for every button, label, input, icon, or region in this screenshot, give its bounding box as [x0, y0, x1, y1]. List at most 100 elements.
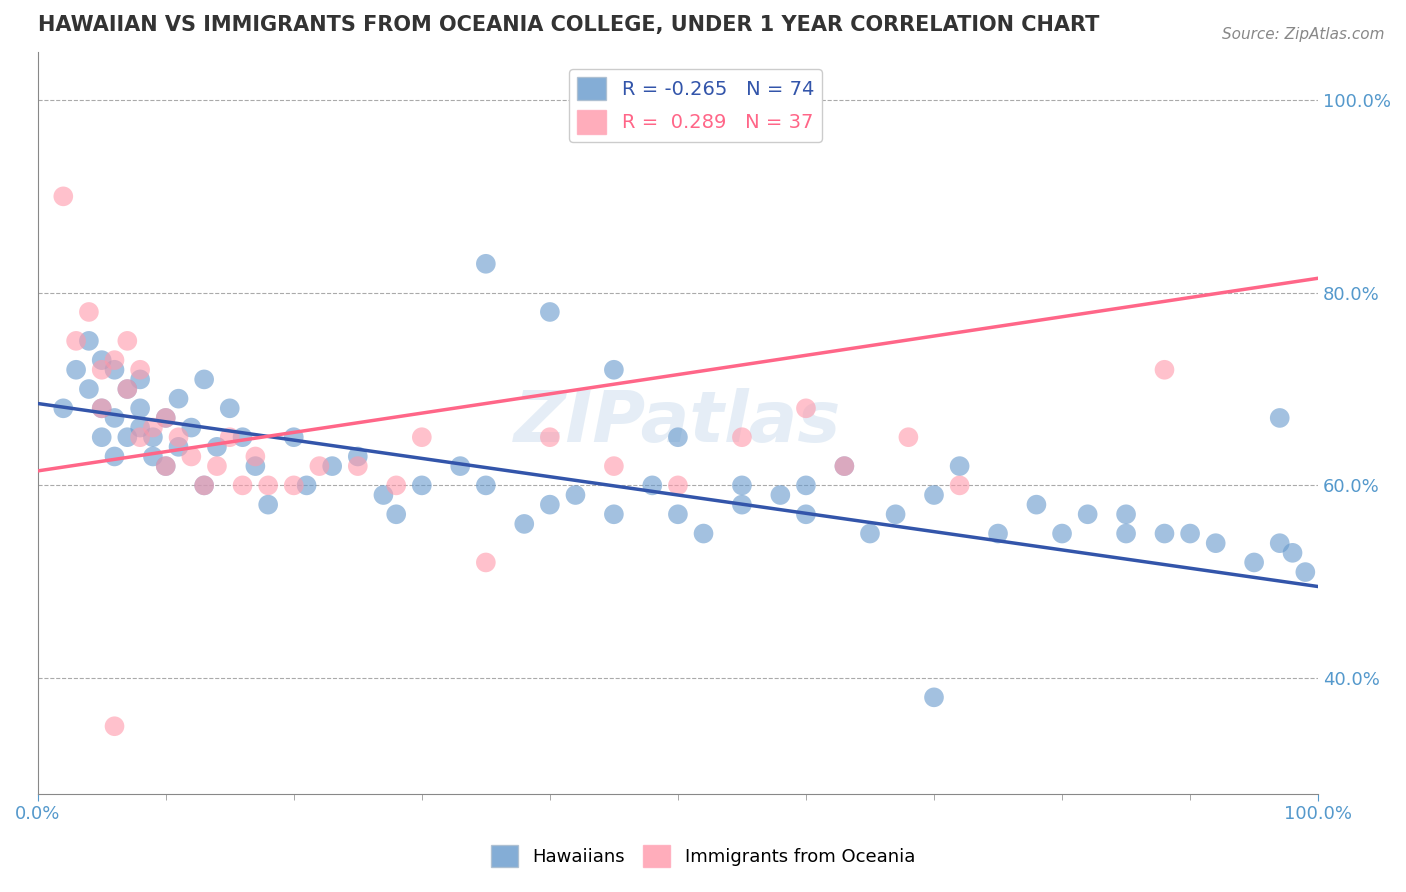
Point — [475, 556, 498, 570]
Text: ZIPatlas: ZIPatlas — [515, 388, 842, 458]
Point — [90, 401, 112, 416]
Point — [1025, 498, 1047, 512]
Point — [538, 305, 561, 319]
Point — [987, 526, 1010, 541]
Point — [155, 411, 177, 425]
Point — [834, 459, 856, 474]
Point — [90, 401, 112, 416]
Point — [295, 478, 318, 492]
Text: HAWAIIAN VS IMMIGRANTS FROM OCEANIA COLLEGE, UNDER 1 YEAR CORRELATION CHART: HAWAIIAN VS IMMIGRANTS FROM OCEANIA COLL… — [38, 15, 1099, 35]
Point — [603, 363, 626, 377]
Point — [142, 430, 165, 444]
Point — [794, 508, 817, 522]
Point — [1178, 526, 1201, 541]
Point — [167, 440, 190, 454]
Point — [373, 488, 395, 502]
Point — [449, 459, 471, 474]
Point — [167, 392, 190, 406]
Point — [193, 478, 215, 492]
Point — [1205, 536, 1227, 550]
Point — [794, 401, 817, 416]
Point — [257, 478, 280, 492]
Point — [77, 382, 100, 396]
Point — [346, 450, 368, 464]
Point — [949, 459, 972, 474]
Point — [385, 478, 408, 492]
Point — [603, 508, 626, 522]
Point — [897, 430, 920, 444]
Point — [411, 430, 433, 444]
Point — [731, 498, 754, 512]
Point — [564, 488, 586, 502]
Point — [90, 363, 112, 377]
Point — [52, 189, 75, 203]
Point — [65, 363, 87, 377]
Point — [603, 459, 626, 474]
Point — [155, 411, 177, 425]
Point — [77, 305, 100, 319]
Point — [538, 498, 561, 512]
Point — [794, 478, 817, 492]
Point — [90, 430, 112, 444]
Point — [180, 420, 202, 434]
Point — [666, 478, 689, 492]
Point — [1115, 526, 1137, 541]
Point — [666, 508, 689, 522]
Point — [884, 508, 907, 522]
Point — [103, 363, 125, 377]
Point — [117, 382, 139, 396]
Point — [245, 459, 267, 474]
Point — [129, 363, 152, 377]
Point — [1268, 411, 1291, 425]
Point — [218, 430, 240, 444]
Point — [321, 459, 343, 474]
Point — [346, 459, 368, 474]
Point — [117, 382, 139, 396]
Point — [90, 353, 112, 368]
Point — [692, 526, 714, 541]
Point — [385, 508, 408, 522]
Point — [1153, 526, 1175, 541]
Point — [513, 516, 536, 531]
Point — [769, 488, 792, 502]
Legend: Hawaiians, Immigrants from Oceania: Hawaiians, Immigrants from Oceania — [484, 838, 922, 874]
Point — [283, 430, 305, 444]
Point — [641, 478, 664, 492]
Point — [922, 690, 945, 705]
Point — [232, 430, 254, 444]
Point — [834, 459, 856, 474]
Point — [411, 478, 433, 492]
Point — [1050, 526, 1073, 541]
Point — [103, 719, 125, 733]
Legend: R = -0.265   N = 74, R =  0.289   N = 37: R = -0.265 N = 74, R = 0.289 N = 37 — [569, 69, 823, 142]
Point — [218, 401, 240, 416]
Point — [245, 450, 267, 464]
Point — [205, 440, 228, 454]
Point — [475, 478, 498, 492]
Point — [922, 488, 945, 502]
Point — [1268, 536, 1291, 550]
Point — [155, 459, 177, 474]
Point — [167, 430, 190, 444]
Point — [666, 430, 689, 444]
Point — [731, 478, 754, 492]
Point — [1115, 508, 1137, 522]
Point — [205, 459, 228, 474]
Point — [257, 498, 280, 512]
Point — [155, 459, 177, 474]
Point — [180, 450, 202, 464]
Point — [1243, 556, 1265, 570]
Point — [129, 420, 152, 434]
Text: Source: ZipAtlas.com: Source: ZipAtlas.com — [1222, 27, 1385, 42]
Point — [1153, 363, 1175, 377]
Point — [193, 372, 215, 386]
Point — [232, 478, 254, 492]
Point — [308, 459, 330, 474]
Point — [475, 257, 498, 271]
Point — [103, 450, 125, 464]
Point — [1077, 508, 1099, 522]
Point — [193, 478, 215, 492]
Point — [77, 334, 100, 348]
Point — [1294, 565, 1316, 579]
Point — [103, 353, 125, 368]
